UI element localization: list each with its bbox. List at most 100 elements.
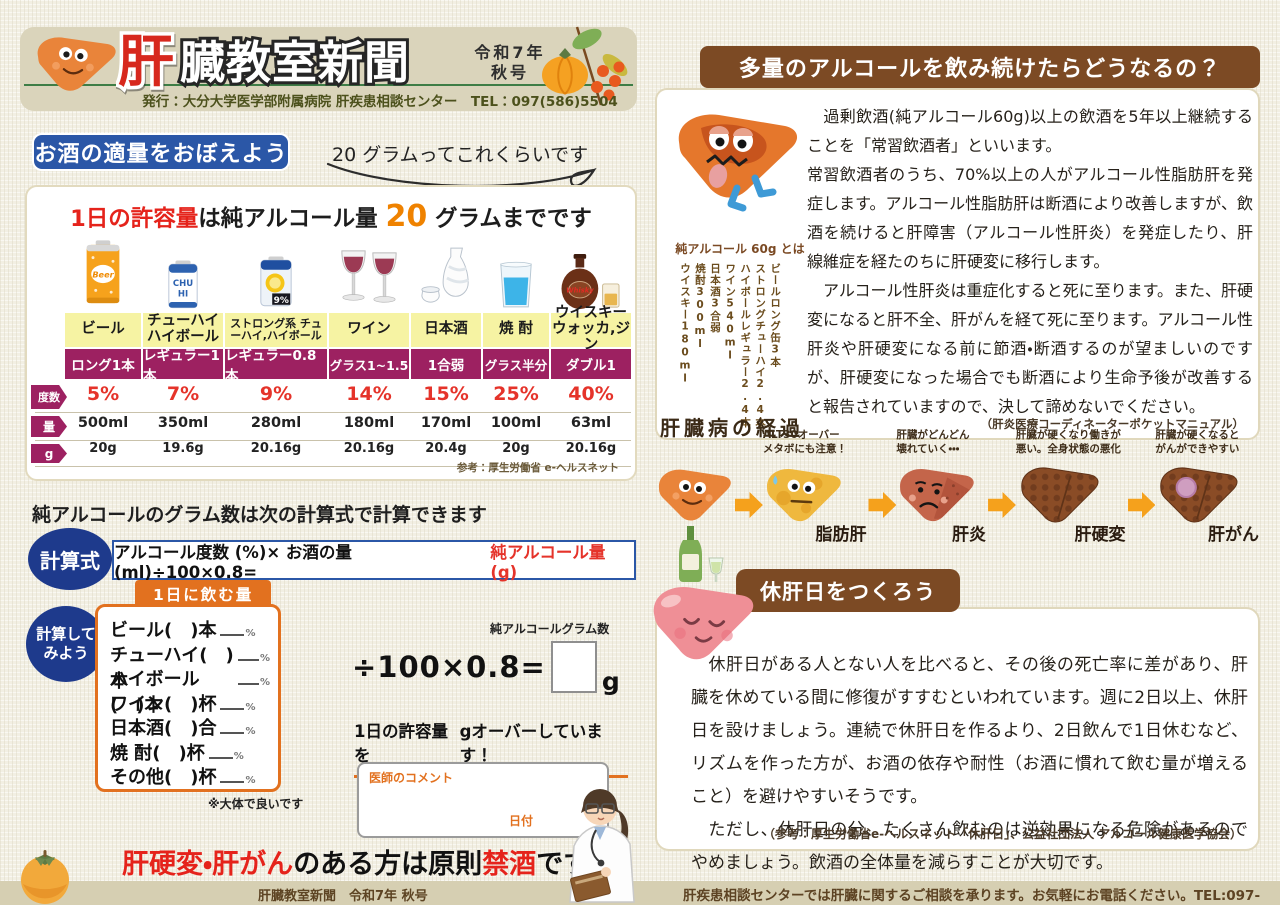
drinks-allowance-panel: 1日の許容量は純アルコール量 20 グラムまでです Beer [25,185,637,481]
fill-in-blank[interactable] [220,622,245,636]
wine-glasses-icon [329,233,409,311]
issue-season: 秋号 [490,63,529,82]
title-part-black2: グラムまでです [427,206,592,232]
grams-answer-box[interactable] [550,641,597,693]
paragraph: 常習飲酒者のうち、70%以上の人がアルコール性脂肪肝を発症します。アルコール性脂… [807,165,1253,271]
autumn-fruits-icon [542,26,628,106]
fatty-liver-icon [766,468,841,522]
drink-abv: 5% [86,383,120,405]
drink-name: 焼 酎 [483,313,549,347]
intake-item: ワイン( )杯% [110,693,256,715]
drink-volume: 180ml [343,414,395,431]
healthy-liver-icon [658,469,731,521]
risk-source: （肝炎医療コーディネーターポケットマニュアル） [980,417,1244,431]
paragraph: アルコール性肝炎は重症化すると死に至ります。また、肝硬変になると肝不全、肝がんを… [807,281,1253,416]
drink-volume: 500ml [77,414,129,431]
drinks-source: 参考：厚生労働省 e-ヘルスネット [456,462,619,474]
fill-in-blank[interactable] [220,696,245,710]
drink-abv: 14% [346,383,392,405]
svg-text:9%: 9% [274,296,289,306]
rest-day-panel: 休肝日がある人とない人を比べると、その後の死亡率に差があり、肝臓を休めている間に… [655,607,1260,873]
hepatitis-liver-icon [900,468,975,522]
fill-in-blank[interactable] [238,671,259,685]
title-part-20: 20 [385,199,428,234]
title-part-red: 1日の許容量 [70,206,199,232]
drink-name: 日本酒 [411,313,481,347]
liver-mascot-icon [37,37,116,91]
drinks-table: Beer ビール ロング1本 5% 500ml 20g [65,233,635,461]
drink-column-chuhai: CHU HI チューハイ ハイボール レギュラー1本 7% 350ml 19.6… [143,233,223,461]
drink-serving: ロング1本 [65,349,141,379]
intake-box: ビール( )本% チューハイ( )本% ハイボール( )本% ワイン( )杯% … [95,604,281,792]
title-part-black1: は純アルコール量 [198,206,386,232]
calc-expression: ÷100×0.8= [352,650,546,684]
drink-serving: レギュラー0.8本 [225,348,327,384]
row-label-abv: 度数 [31,385,67,409]
drinks-panel-title: 1日の許容量は純アルコール量 20 グラムまでです [27,199,635,234]
title-accent-char: 肝 [118,30,174,95]
chuhai-can-icon: CHU HI [143,233,223,311]
drink-volume: 350ml [157,414,209,431]
drink-grams: 20.4g [425,441,467,456]
formula-black: アルコール度数 (%)× お酒の量 (ml)÷100×0.8= [114,542,352,582]
doctor-comment-bubble[interactable]: 医師のコメント 日付 [357,762,610,838]
sixty-item: 焼酎300ml [694,263,707,351]
footer-bar [0,881,1280,905]
drink-grams: 20.16g [250,441,302,456]
rest-day-header: 休肝日をつくろう [736,569,960,612]
title-rest: 臓教室新聞 [180,36,410,89]
grams-unit: g [601,667,620,696]
drink-column-strong: 9% ストロング系 チュ ーハイ,ハイボール レギュラー0.8本 9% 280m… [225,233,327,461]
date-label: 日付 [509,814,534,828]
arrow-icon [988,492,1016,518]
sixty-item: ビールロング缶3本 [769,263,782,368]
stage-healthy [655,428,735,564]
intake-item: ビール( )本% [110,620,256,641]
progression-title: 肝臓病の経過 [660,416,804,440]
walking-liver-icon [678,114,798,212]
fill-in-blank[interactable] [208,745,233,759]
drink-column-wine: ワイン グラス1~1.5 14% 180ml 20.16g [329,233,409,461]
formula-badge: 計算式 [28,528,114,590]
drink-column-whisky: Whisky ウイスキー ウォッカ,ジン ダブル1 40% 63ml 20.16… [551,233,631,461]
drink-serving: ダブル1 [551,349,631,379]
issue-year: 令和7年 [474,43,546,62]
publisher-line: 発行：大分大学医学部附属病院 肝疾患相談センター TEL：097(586)550… [142,94,618,110]
stage-cirrhosis: 肝臓が硬くなり働きが 悪い。全身状態の悪化 肝硬変 [1015,429,1126,545]
newsletter-title: 肝 臓教室新聞 [116,27,412,95]
fill-in-blank[interactable] [220,720,245,734]
separator [35,466,631,467]
handwritten-swoosh [326,162,597,188]
drink-column-sake: 日本酒 1合弱 15% 170ml 20.4g [411,233,481,461]
formula-intro: 純アルコールのグラム数は次の計算式で計算できます [32,504,487,526]
arrow-icon [735,492,763,518]
intake-item: その他( )杯% [110,767,256,788]
beer-can-icon: Beer [65,233,141,311]
risk-paragraphs: 過剰飲酒(純アルコール60g)以上の飲酒を5年以上継続することを「常習飲酒者」と… [807,102,1253,421]
fill-in-blank[interactable] [220,769,245,783]
comment-label: 医師のコメント [369,771,454,785]
paragraph: 休肝日がある人とない人を比べると、その後の死亡率に差があり、肝臓を休めている間に… [691,655,1248,807]
paragraph: ただし、休肝日の分、たくさん飲むのは逆効果になる危険があるのでやめましょう。飲酒… [691,820,1248,873]
drink-abv: 9% [259,383,293,405]
cirrhosis-liver-icon [1021,467,1099,523]
sixty-item: 日本酒3合弱 [709,263,722,334]
question-header: 多量のアルコールを飲み続けたらどうなるの？ [700,46,1260,88]
liver-progression: ALT30オーバー メタボにも注意！ 脂肪肝 肝臓がどんどん 壊れていく・・・ [655,428,1261,564]
drink-grams: 20.16g [343,441,395,456]
fill-in-blank[interactable] [237,647,259,661]
sleeping-liver-icon [653,586,754,660]
drink-grams: 20.16g [565,441,617,456]
intake-note: ※大体で良いです [208,797,304,811]
sixty-item: ストロングチューハイ2.4本 [754,263,767,429]
over-prefix: 1日の許容量を [354,722,448,765]
intake-item: 焼 酎( )杯% [110,742,244,764]
drink-volume: 63ml [570,414,612,431]
drink-name: チューハイ ハイボール [143,313,223,347]
alcohol-risk-panel: 純アルコール 60g とは ビールロング缶3本 ストロングチューハイ2.4本 ハ… [655,88,1260,582]
stage-liver-cancer: 肝臓が硬くなると がんができやすい 肝がん [1155,429,1259,545]
sixty-gram-note: 純アルコール 60g とは ビールロング缶3本 ストロングチューハイ2.4本 ハ… [665,240,815,582]
drink-volume: 100ml [490,414,542,431]
rest-source: （参考：厚生労働省e-ヘルスネット「休肝日」、公益社団法人 アルコール健康医学協… [763,827,1242,841]
